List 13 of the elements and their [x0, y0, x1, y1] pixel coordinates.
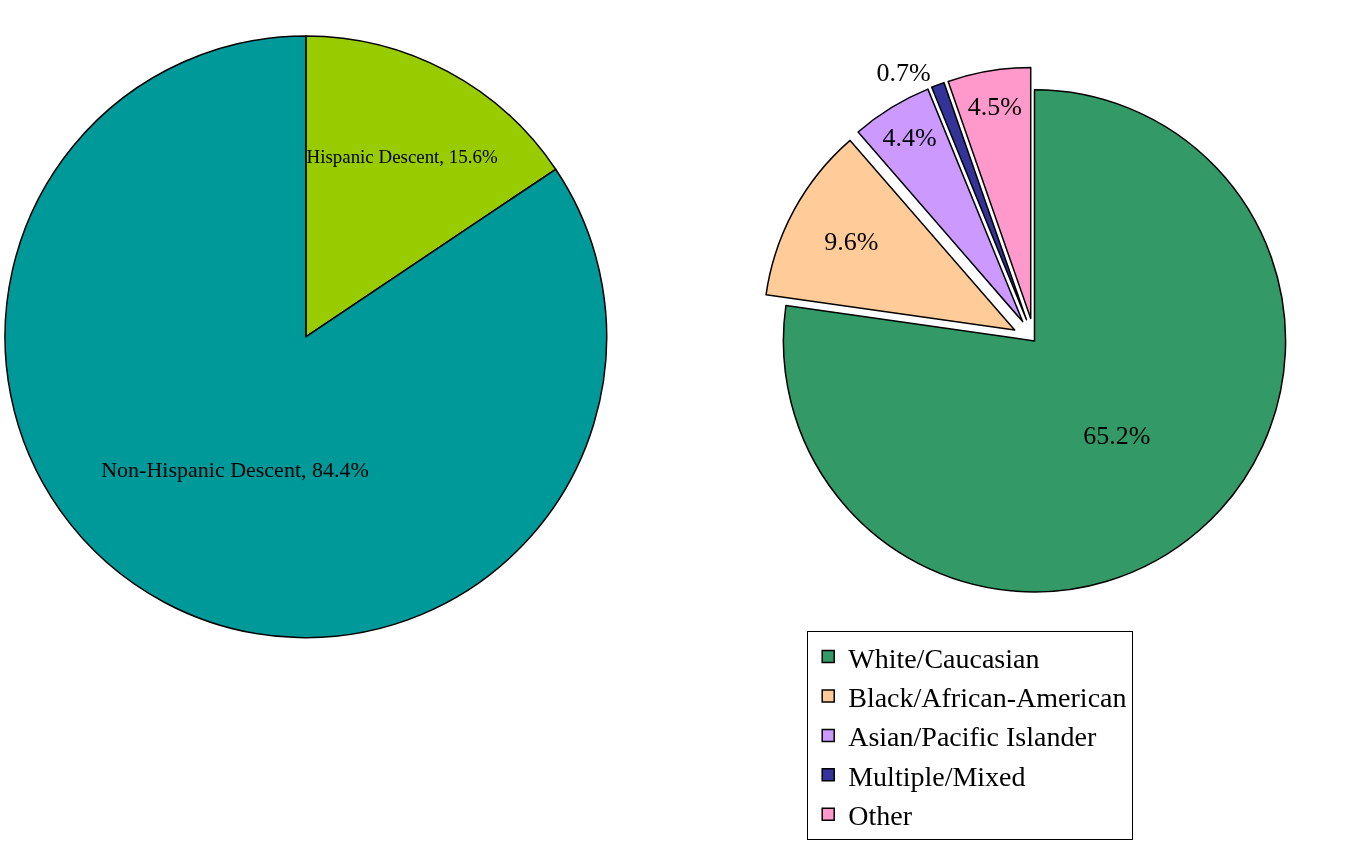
- legend-label: White/Caucasian: [848, 642, 1040, 674]
- legend-label: Multiple/Mixed: [848, 760, 1026, 792]
- data-label: 4.4%: [882, 123, 937, 153]
- data-label: 0.7%: [876, 57, 931, 87]
- data-label: 9.6%: [824, 226, 879, 256]
- pie-slice: [4, 35, 607, 639]
- legend-label: Asian/Pacific Islander: [848, 721, 1097, 753]
- data-label: 65.2%: [1083, 421, 1151, 451]
- slice-label: Hispanic Descent, 15.6%: [306, 145, 498, 167]
- data-label: 4.5%: [967, 91, 1022, 121]
- legend-label: Black/African-American: [848, 681, 1127, 713]
- slice-label: Non-Hispanic Descent, 84.4%: [101, 457, 369, 483]
- legend-label: Other: [848, 800, 913, 832]
